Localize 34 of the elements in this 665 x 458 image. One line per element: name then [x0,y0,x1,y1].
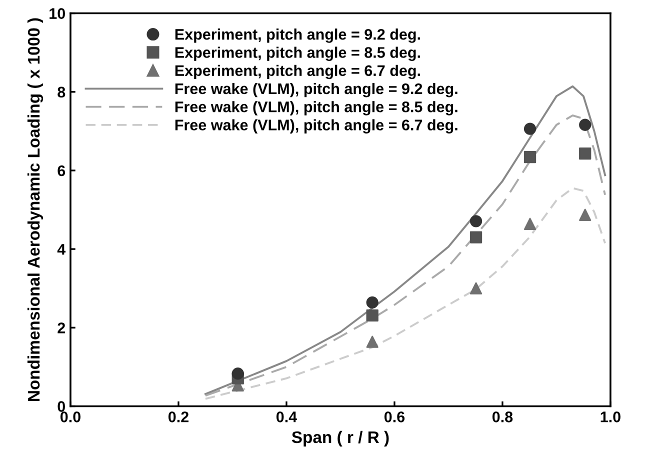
point [470,282,482,294]
point [579,147,592,160]
line-series [204,187,606,400]
y-tick-label: 6 [58,165,66,176]
point [366,296,378,309]
point [366,309,378,322]
x-tick-label: 0.2 [168,412,188,422]
x-tick-label: 0.8 [492,412,513,422]
x-tick-label: 0.6 [384,412,405,422]
legend-label: Free wake (VLM), pitch angle = 8.5 deg. [175,101,458,116]
y-axis-title: Nondimensional Aerodynamic Loading ( x 1000 ) [27,18,44,401]
x-tick-label: 1.0 [600,412,620,422]
y-tick-label: 0 [58,401,66,412]
y-tick-label: 4 [57,244,66,255]
x-axis-title: Span ( r / R ) [292,430,389,446]
legend-label: Free wake (VLM), pitch angle = 9.2 deg. [175,82,458,98]
y-tick-label: 10 [50,8,66,19]
point [232,368,244,380]
legend-label: Free wake (VLM), pitch angle = 6.7 deg. [175,119,458,134]
legend-label: Experiment, pitch angle = 6.7 deg. [175,64,420,80]
point [524,151,536,164]
legend-label: Experiment, pitch angle = 9.2 deg. [175,28,420,43]
y-tick-label: 2 [58,322,66,334]
point [366,336,378,348]
point [470,231,482,244]
y-tick-label: 8 [58,86,66,98]
point [524,122,536,135]
point [579,208,592,221]
legend-label: Experiment, pitch angle = 8.5 deg. [175,46,420,61]
x-tick-label: 0.4 [276,412,298,422]
point [524,218,536,230]
x-tick-label: 0.0 [60,412,80,422]
point [579,118,592,131]
point [470,215,482,228]
